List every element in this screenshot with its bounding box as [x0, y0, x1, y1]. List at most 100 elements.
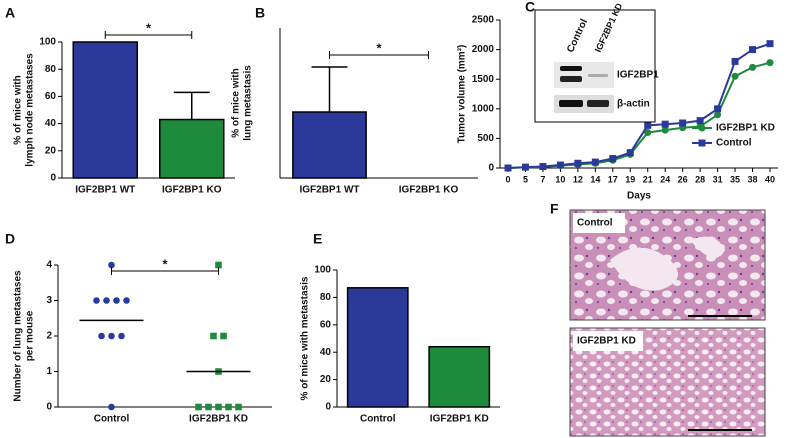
y-axis-label: % of mice with metastasis [300, 276, 311, 400]
y-tick-label: 2500 [472, 15, 495, 26]
x-axis-label: Days [627, 191, 651, 202]
inset-band: β-actin [617, 99, 650, 110]
y-tick-label: 2 [46, 331, 52, 342]
x-tick-label: 12 [573, 174, 583, 184]
point [108, 332, 115, 340]
point [113, 297, 120, 304]
point [220, 332, 227, 340]
panel-letter: A [5, 5, 15, 21]
label-bg [573, 213, 625, 233]
x-tick-label: IGF2BP1 KO [162, 185, 222, 196]
x-tick-label: IGF2BP1 KD [430, 414, 489, 425]
y-tick-label: 0 [488, 163, 494, 174]
x-tick-label: IGF2BP1 KD [189, 414, 248, 425]
point [749, 63, 757, 71]
y-tick-label: 4 [46, 260, 52, 271]
y-tick-label: 20 [45, 145, 57, 156]
bar [292, 111, 367, 179]
y-tick-label: 500 [477, 133, 494, 144]
panel-letter: F [550, 201, 559, 217]
point [714, 111, 722, 119]
x-tick-label: 26 [678, 174, 688, 184]
line [507, 42, 771, 169]
point [591, 158, 599, 166]
y-tick-label: 1 [46, 366, 52, 377]
point [644, 121, 652, 129]
point [731, 72, 739, 80]
point [118, 332, 125, 340]
x-tick-label: IGF2BP1 WT [75, 185, 135, 196]
panel-letter: E [313, 231, 322, 247]
x-tick-label: 7 [540, 174, 545, 184]
x-tick-label: 14 [590, 174, 600, 184]
x-tick-label: 35 [730, 174, 740, 184]
blot-band [560, 66, 582, 71]
panel-f: Control IGF2BP1 KD F [550, 201, 766, 437]
x-tick-label: 10 [555, 174, 565, 184]
point [766, 59, 774, 67]
point [539, 163, 547, 171]
x-tick-label: 0 [505, 174, 510, 184]
panel-letter: C [525, 0, 535, 15]
significance: * [376, 40, 382, 55]
point [731, 57, 739, 65]
point [215, 261, 222, 269]
point [98, 332, 105, 340]
blot-band [559, 100, 583, 107]
point [103, 297, 110, 304]
y-axis-label: % of mice with [231, 68, 242, 137]
point [766, 40, 774, 48]
blot-band [588, 74, 608, 77]
y-tick-label: 80 [320, 292, 332, 303]
y-tick-label: 100 [39, 37, 56, 48]
y-tick-label: 1000 [472, 103, 495, 114]
point [696, 117, 704, 125]
label-bg [573, 331, 643, 351]
point [574, 159, 582, 167]
significance: * [162, 256, 168, 271]
point [205, 403, 212, 411]
x-tick-label: 19 [625, 174, 635, 184]
point [225, 403, 232, 411]
panel-letter: D [5, 231, 15, 247]
point [93, 297, 100, 304]
point [123, 297, 130, 304]
panel-letter: B [255, 5, 265, 21]
y-axis-label: lung metastasis [243, 65, 254, 141]
point [108, 261, 115, 269]
y-tick-label: 40 [320, 347, 332, 358]
point [679, 119, 687, 127]
point [521, 163, 529, 171]
y-axis-label: per mouse [25, 310, 36, 361]
x-tick-label: 17 [608, 174, 618, 184]
y-tick-label: 0 [46, 402, 52, 413]
y-tick-label: 1500 [472, 74, 495, 85]
inset-band: IGF2BP1 [617, 70, 659, 81]
y-tick-label: 80 [45, 64, 57, 75]
x-tick-label: 21 [643, 174, 653, 184]
point [235, 403, 242, 411]
y-axis-label: Number of lung metastases [13, 270, 24, 402]
x-tick-label: 31 [713, 174, 723, 184]
point [504, 164, 512, 172]
y-tick-label: 60 [45, 91, 57, 102]
point [626, 149, 634, 157]
x-tick-label: 28 [695, 174, 705, 184]
y-tick-label: 40 [45, 118, 57, 129]
point [556, 161, 564, 169]
y-tick-label: 2000 [472, 44, 495, 55]
blot-band [587, 100, 609, 107]
significance: * [146, 20, 152, 35]
point [215, 403, 222, 411]
bar [346, 287, 409, 408]
x-tick-label: 24 [660, 174, 670, 184]
legend-label: Control [716, 138, 752, 149]
x-tick-label: 38 [748, 174, 758, 184]
panel-label: Control [577, 218, 613, 229]
bar [428, 345, 491, 408]
y-tick-label: 60 [320, 319, 332, 330]
bar [72, 41, 139, 179]
x-tick-label: Control [360, 414, 396, 425]
x-tick-label: IGF2BP1 KO [399, 185, 459, 196]
